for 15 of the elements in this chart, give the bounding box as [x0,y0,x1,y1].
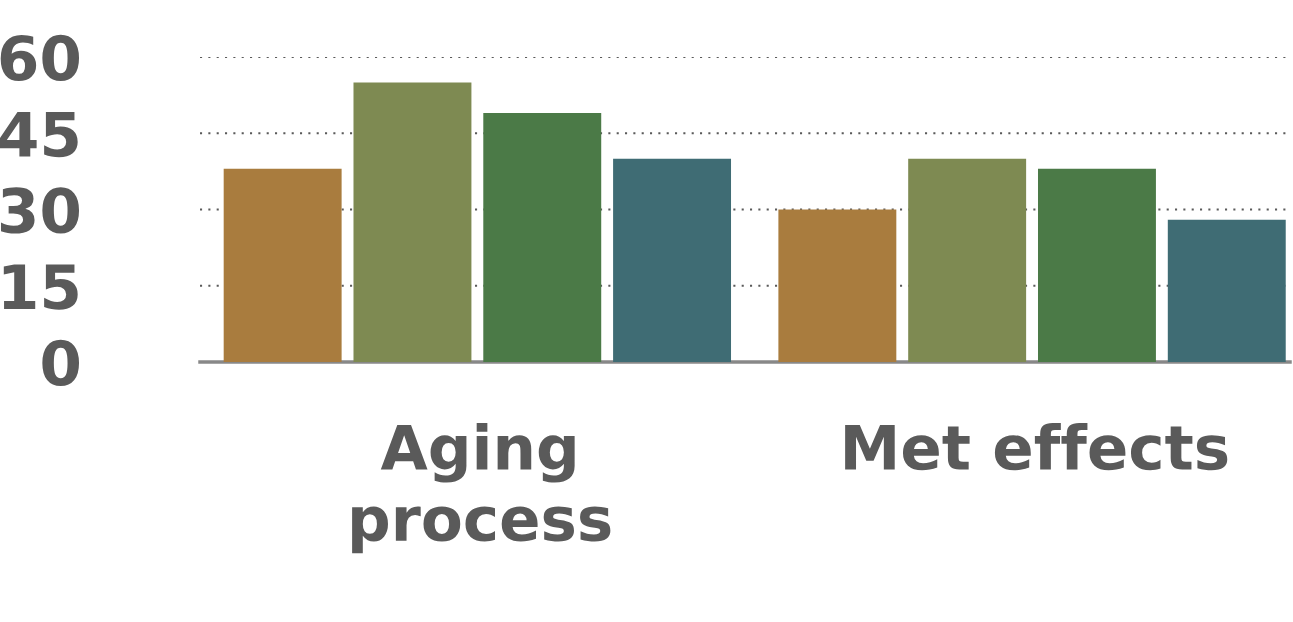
bar [908,158,1027,362]
x-tick-label: Aging process [352,423,611,554]
bar [353,82,472,362]
y-tick-label: 30 [0,187,80,234]
x-tick-label: Met effects [845,423,1228,471]
y-tick-label: 60 [0,34,80,82]
bar [1038,168,1156,362]
bar [223,168,342,362]
bar [778,209,897,362]
bar [1167,219,1286,362]
y-tick-label: 0 [42,339,80,387]
y-tick-label: 15 [3,264,78,310]
y-tick-label: 45 [0,111,78,158]
bar [613,158,732,362]
bar [483,112,602,362]
